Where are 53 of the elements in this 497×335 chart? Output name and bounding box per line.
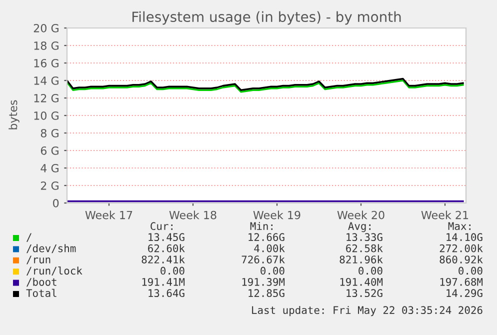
- text: 821.96k: [340, 255, 383, 264]
- y-tick-label: 14 G: [34, 76, 58, 85]
- text: Cur:: [150, 222, 172, 230]
- text: 13.64G: [148, 289, 184, 298]
- text: 14.29G: [446, 289, 482, 298]
- text: 13.52G: [346, 289, 382, 298]
- text: 0.00: [160, 266, 184, 275]
- text: 272.00k: [440, 244, 483, 252]
- chart-title: Filesystem usage (in bytes) - by month: [132, 11, 401, 25]
- text: 197.68M: [440, 278, 483, 286]
- text: 0.00: [358, 266, 382, 275]
- text: Avg:: [348, 222, 370, 232]
- text: 13.45G: [148, 233, 184, 242]
- legend-label: /run: [26, 256, 50, 264]
- y-tick-label: 20 G: [34, 24, 58, 32]
- x-tick-label: Week 19: [253, 210, 300, 220]
- text: 822.41k: [142, 255, 185, 264]
- y-tick-label: 4 G: [40, 164, 58, 172]
- text: Min:: [250, 222, 272, 230]
- legend-label: /dev/shm: [26, 244, 76, 254]
- legend-label: Total: [26, 288, 56, 298]
- text: 0.00: [458, 266, 482, 275]
- y-tick-label: 16 G: [34, 58, 58, 68]
- text: 726.67k: [242, 255, 285, 264]
- text: 12.66G: [248, 233, 284, 242]
- y-tick-label: 12 G: [34, 94, 58, 102]
- text: 191.40M: [340, 278, 383, 286]
- text: 62.58k: [346, 244, 383, 252]
- text: 191.41M: [142, 278, 185, 286]
- text: 191.39M: [242, 278, 285, 286]
- legend-label: /: [26, 233, 32, 242]
- text: 4.00k: [254, 244, 285, 252]
- y-tick-label: 0: [53, 198, 59, 208]
- legend-label: /run/lock: [26, 266, 82, 276]
- y-tick-label: 6 G: [40, 146, 58, 155]
- x-tick-label: Week 17: [85, 210, 132, 220]
- y-tick-label: 8 G: [40, 128, 58, 138]
- text: 13.33G: [346, 233, 382, 242]
- text: 860.92k: [440, 255, 483, 264]
- y-axis-title: bytes: [8, 100, 20, 130]
- text: Max:: [448, 222, 470, 230]
- text: 0.00: [260, 266, 284, 275]
- text: 14.10G: [446, 233, 482, 242]
- y-tick-label: 10 G: [34, 111, 58, 120]
- y-tick-label: 2 G: [40, 181, 58, 190]
- y-tick-label: 18 G: [34, 41, 58, 50]
- legend-label: /boot: [26, 278, 56, 287]
- x-tick-label: Week 21: [421, 210, 468, 220]
- text: 62.60k: [148, 244, 185, 252]
- x-tick-label: Week 20: [337, 210, 384, 220]
- x-tick-label: Week 18: [169, 210, 216, 220]
- text: Last update: Fri May 22 03:35:24 2026: [252, 306, 482, 316]
- text: 12.85G: [248, 289, 284, 298]
